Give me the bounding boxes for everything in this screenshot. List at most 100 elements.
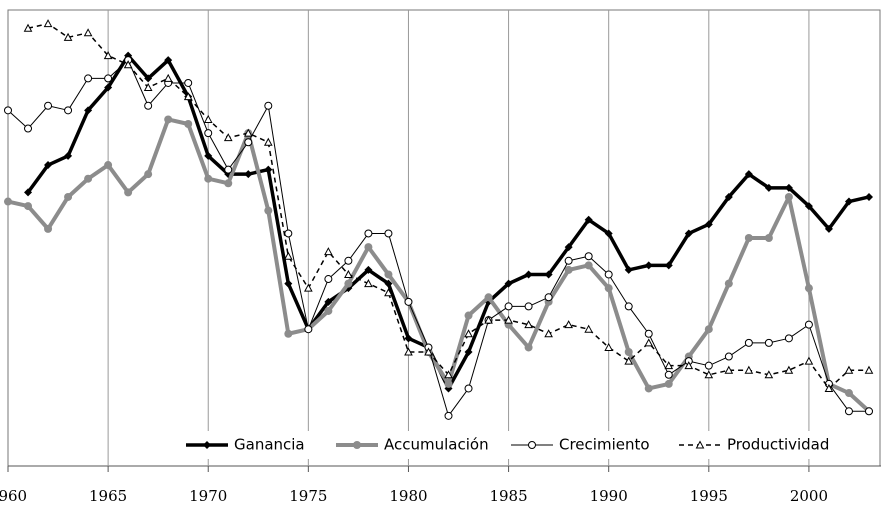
x-tick-label: 1970 (189, 487, 227, 505)
x-tick-label: 1980 (389, 487, 427, 505)
marker (284, 279, 293, 288)
marker (704, 220, 713, 229)
x-tick-label: 1995 (690, 487, 728, 505)
marker (24, 202, 33, 211)
marker (724, 279, 733, 288)
marker (804, 202, 813, 211)
marker (704, 325, 713, 334)
x-tick-label: 1960 (0, 487, 27, 505)
marker (204, 174, 213, 183)
marker (184, 78, 193, 87)
x-tick-label: 1975 (289, 487, 327, 505)
marker (584, 252, 593, 261)
marker (664, 261, 673, 270)
marker (184, 120, 193, 128)
marker (84, 106, 93, 115)
marker (664, 370, 673, 379)
marker (604, 270, 613, 279)
x-tick-label: 1990 (590, 487, 628, 505)
marker (104, 161, 113, 170)
marker (564, 243, 573, 252)
marker (764, 183, 773, 192)
marker (404, 334, 413, 343)
marker (744, 338, 753, 347)
marker (604, 342, 614, 351)
marker (564, 265, 573, 274)
marker (344, 279, 353, 288)
marker (284, 329, 293, 338)
marker (384, 279, 393, 288)
marker (24, 124, 33, 133)
marker (724, 352, 733, 361)
marker (183, 92, 193, 101)
marker (564, 256, 573, 265)
marker (644, 261, 653, 270)
marker (784, 334, 793, 343)
marker (244, 138, 253, 147)
marker (353, 441, 361, 449)
marker (263, 137, 273, 146)
legend-label: Crecimiento (559, 436, 650, 454)
series-line (7, 59, 869, 417)
marker (163, 73, 173, 82)
marker (764, 370, 774, 379)
series-line (27, 22, 869, 390)
marker (528, 441, 536, 449)
marker (364, 265, 373, 274)
marker (584, 261, 593, 270)
legend-label: Ganancia (234, 436, 305, 454)
marker (624, 356, 634, 365)
marker (504, 279, 513, 288)
marker (103, 51, 113, 60)
marker (524, 270, 533, 279)
marker (243, 128, 253, 137)
marker (504, 302, 513, 311)
marker (644, 329, 653, 338)
marker (284, 229, 293, 238)
marker (664, 361, 674, 370)
marker (224, 179, 233, 188)
marker (824, 383, 834, 392)
marker (144, 170, 153, 179)
marker (764, 338, 773, 347)
marker (544, 270, 553, 279)
marker (384, 288, 393, 297)
marker (264, 165, 273, 174)
legend-label: Productividad (727, 436, 829, 454)
marker (684, 361, 694, 370)
marker (364, 279, 373, 288)
marker (404, 297, 413, 306)
marker (164, 56, 173, 65)
marker (144, 101, 153, 110)
marker (83, 28, 93, 37)
marker (624, 302, 633, 311)
marker (724, 365, 734, 374)
marker (123, 60, 133, 69)
marker (784, 192, 793, 201)
marker (23, 23, 33, 32)
marker (144, 74, 153, 83)
marker (624, 265, 633, 274)
marker (584, 215, 593, 224)
marker (444, 370, 453, 379)
marker (143, 82, 153, 92)
marker (824, 224, 833, 233)
marker (864, 192, 873, 201)
marker (804, 320, 813, 329)
marker (484, 293, 493, 302)
marker (4, 197, 12, 206)
marker (784, 183, 793, 192)
marker (364, 229, 373, 238)
marker (744, 170, 753, 179)
marker (63, 32, 73, 41)
marker (744, 234, 753, 242)
marker (104, 74, 113, 83)
marker (64, 151, 73, 160)
marker (223, 133, 233, 142)
marker (224, 165, 233, 174)
marker (504, 315, 513, 324)
marker (624, 348, 633, 356)
marker (464, 384, 473, 393)
marker (204, 129, 213, 138)
x-tick-label: 1965 (89, 487, 127, 505)
